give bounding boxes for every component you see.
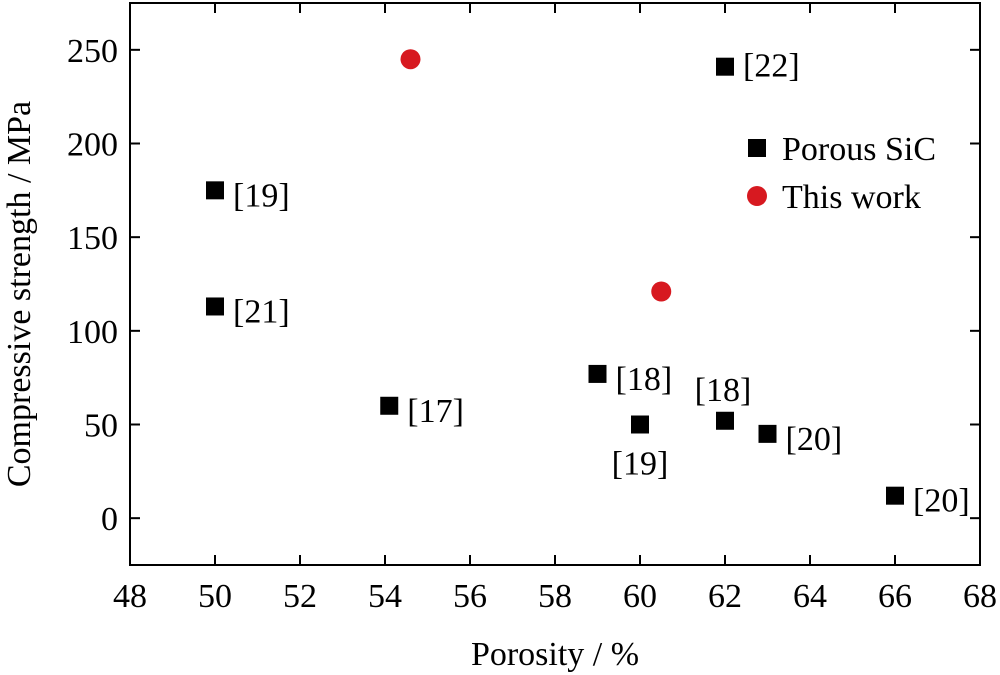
x-tick-label: 52 (283, 578, 317, 615)
data-point-label: [18] (616, 361, 673, 398)
x-tick-label: 64 (793, 578, 827, 615)
data-point-label: [21] (233, 293, 290, 330)
legend-marker-square (748, 139, 766, 157)
y-tick-label: 50 (84, 408, 118, 445)
axis-ticks: 48 50 52 54 56 58 60 62 64 66 68 0 50 100 150 200 250 (67, 3, 997, 615)
x-tick-label: 48 (113, 578, 147, 615)
y-tick-label: 250 (67, 33, 118, 70)
data-point-label: [20] (913, 483, 970, 520)
x-tick-label: 60 (623, 578, 657, 615)
data-point-label: [19] (233, 177, 290, 214)
x-tick-label: 68 (963, 578, 997, 615)
x-tick-label: 66 (878, 578, 912, 615)
y-tick-label: 150 (67, 220, 118, 257)
data-point-square (206, 297, 224, 316)
data-point-label: [22] (743, 48, 800, 85)
x-tick-label: 62 (708, 578, 742, 615)
y-tick-label: 0 (101, 501, 118, 538)
data-points (206, 49, 904, 505)
data-point-circle (651, 281, 672, 302)
legend-label: Porous SiC (782, 131, 936, 168)
plot-frame (129, 2, 981, 566)
point-labels: [19] [21] [17] [18] [19] [18] [22] [20] [20] (233, 48, 970, 520)
data-point-square (716, 411, 734, 430)
legend-marker-circle (747, 186, 767, 206)
data-point-square (588, 364, 607, 383)
legend: Porous SiC This work (747, 131, 936, 216)
data-point-square (886, 486, 904, 505)
data-point-square (758, 424, 777, 443)
data-point-square (380, 396, 399, 415)
data-point-label: [19] (612, 446, 669, 483)
data-point-square (631, 415, 649, 434)
x-axis-title: Porosity / % (471, 636, 639, 673)
data-point-square (206, 181, 224, 200)
data-point-label: [18] (695, 372, 752, 409)
legend-label: This work (782, 179, 921, 216)
y-tick-label: 200 (67, 127, 118, 164)
axes (129, 2, 981, 566)
data-point-square (716, 57, 734, 76)
y-axis-title: Compressive strength / MPa (1, 101, 38, 487)
data-point-label: [20] (786, 421, 843, 458)
data-point-circle (400, 49, 421, 70)
x-tick-label: 54 (368, 578, 402, 615)
data-point-label: [17] (407, 393, 464, 430)
x-tick-label: 58 (538, 578, 572, 615)
y-tick-label: 100 (67, 314, 118, 351)
x-tick-label: 56 (453, 578, 487, 615)
x-tick-label: 50 (198, 578, 232, 615)
